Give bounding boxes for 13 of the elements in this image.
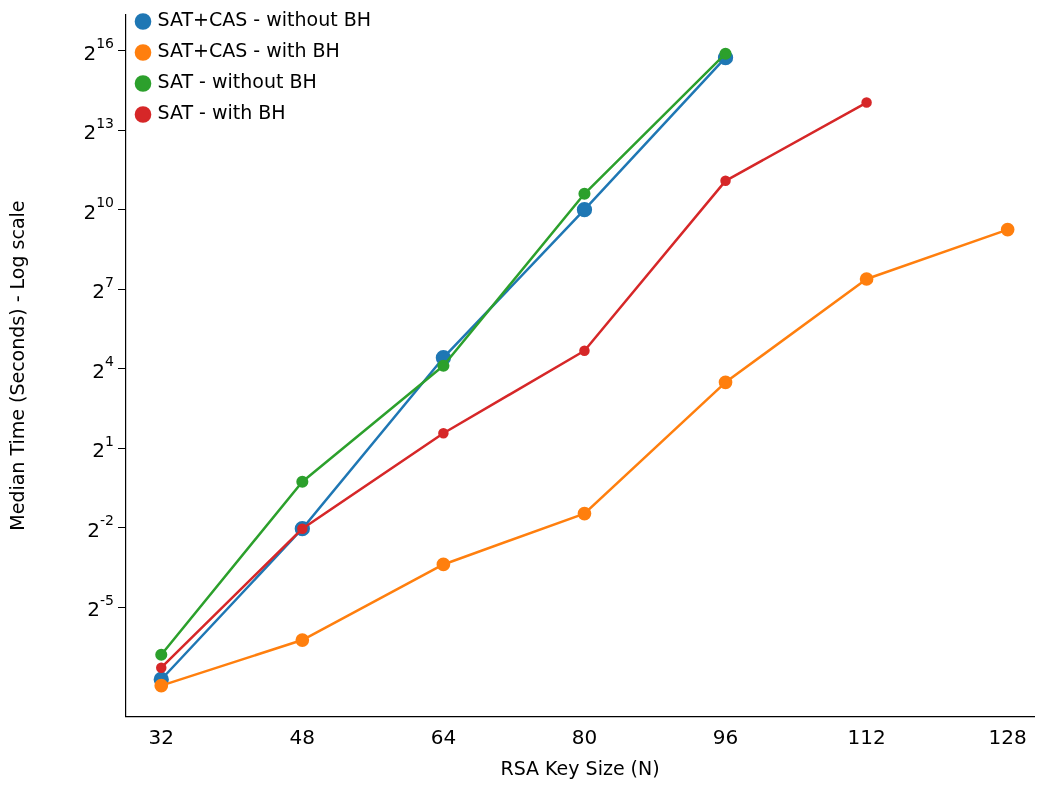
x-tick-label: 32 (148, 725, 174, 750)
legend-label: SAT+CAS - without BH (157, 8, 372, 31)
x-tick-label: 112 (847, 725, 886, 750)
x-tick-label: 64 (430, 725, 457, 750)
x-tick-label: 96 (712, 725, 739, 750)
x-axis-title: RSA Key Size (N) (500, 756, 660, 779)
legend-label: SAT+CAS - with BH (157, 39, 340, 62)
x-tick-label: 128 (988, 725, 1027, 750)
x-tick-label: 80 (571, 725, 598, 750)
x-tick-label: 48 (289, 725, 316, 750)
legend-label: SAT - without BH (157, 70, 317, 93)
y-axis-title: Median Time (Seconds) - Log scale (6, 200, 29, 531)
legend-label: SAT - with BH (157, 101, 286, 124)
